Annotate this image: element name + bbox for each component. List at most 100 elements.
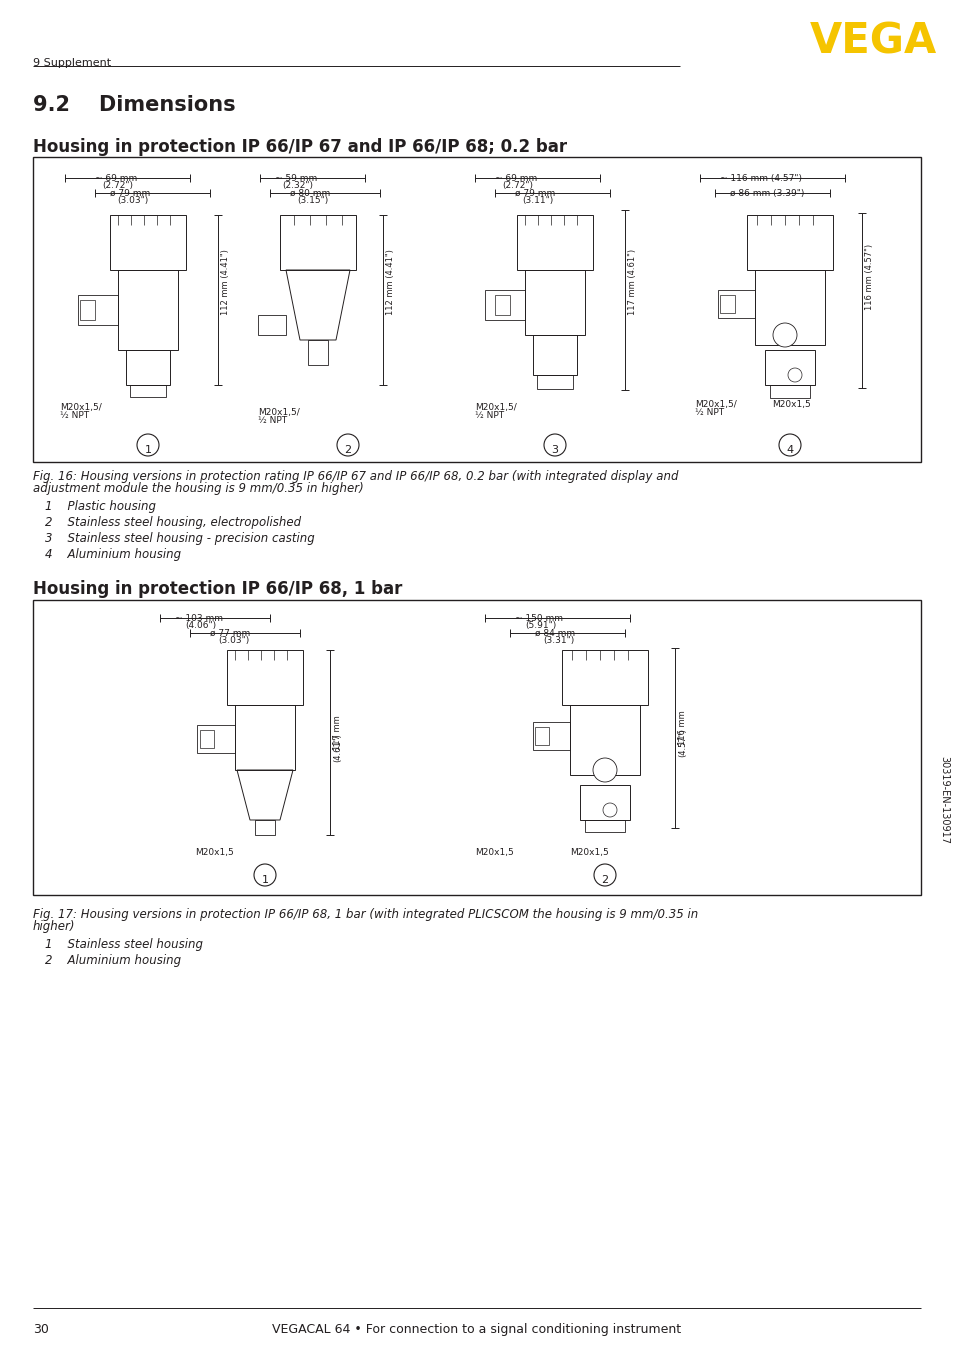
Bar [718,290,754,318]
Text: Fig. 17: Housing versions in protection IP 66/IP 68, 1 bar (with integrated PLIC: Fig. 17: Housing versions in protection … [33,909,698,921]
Bar [579,785,629,821]
Text: (3.11"): (3.11") [521,196,553,204]
Text: 2    Aluminium housing: 2 Aluminium housing [45,955,181,967]
Text: (3.31"): (3.31") [542,636,574,645]
Text: ø 79 mm: ø 79 mm [110,190,150,198]
Text: Fig. 16: Housing versions in protection rating IP 66/IP 67 and IP 66/IP 68, 0.2 : Fig. 16: Housing versions in protection … [33,470,678,483]
Text: ~ 69 mm: ~ 69 mm [495,175,537,183]
Text: 3    Stainless steel housing - precision casting: 3 Stainless steel housing - precision ca… [45,532,314,546]
Text: (4.61"): (4.61") [333,734,341,762]
Text: 2: 2 [600,875,608,886]
Text: 4    Aluminium housing: 4 Aluminium housing [45,548,181,561]
Text: 2    Stainless steel housing, electropolished: 2 Stainless steel housing, electropolish… [45,516,301,529]
Circle shape [137,435,159,456]
Circle shape [779,435,801,456]
Text: ½ NPT: ½ NPT [475,412,503,420]
Bar [533,334,577,375]
Bar [537,375,573,389]
Bar [234,705,294,770]
Circle shape [602,803,617,816]
Text: 112 mm (4.41"): 112 mm (4.41") [386,249,395,315]
Text: Housing in protection IP 66/IP 68, 1 bar: Housing in protection IP 66/IP 68, 1 bar [33,580,402,598]
Bar [764,349,814,385]
Text: 3: 3 [551,445,558,455]
Text: 1: 1 [144,445,152,455]
Text: (3.03"): (3.03") [218,636,249,645]
Text: M20x1,5/: M20x1,5/ [695,399,736,409]
Text: 30319-EN-130917: 30319-EN-130917 [938,756,948,844]
Text: higher): higher) [33,919,75,933]
Bar [584,821,624,831]
Text: M20x1,5: M20x1,5 [194,848,233,857]
Bar [495,295,510,315]
Text: 4: 4 [785,445,793,455]
Text: VEGA: VEGA [809,20,936,62]
Text: ~ 69 mm: ~ 69 mm [95,175,137,183]
Text: 117 mm: 117 mm [333,715,341,750]
Bar [118,269,178,349]
Bar [533,722,569,750]
Bar [33,157,920,462]
Text: VEGACAL 64 • For connection to a signal conditioning instrument: VEGACAL 64 • For connection to a signal … [273,1323,680,1336]
Bar [280,215,355,269]
Bar [720,295,734,313]
Bar [754,269,824,345]
Bar [561,650,647,705]
Bar [227,650,303,705]
Text: ~ 103 mm: ~ 103 mm [174,613,223,623]
Text: M20x1,5: M20x1,5 [475,848,514,857]
Text: ½ NPT: ½ NPT [695,408,723,417]
Text: 112 mm (4.41"): 112 mm (4.41") [221,249,230,315]
Text: ø 79 mm: ø 79 mm [515,190,555,198]
Bar [569,705,639,774]
Text: M20x1,5/: M20x1,5/ [475,403,517,412]
Bar [130,385,166,397]
Bar [524,269,584,334]
Text: ~ 59 mm: ~ 59 mm [274,175,317,183]
Bar [484,290,524,320]
Circle shape [253,864,275,886]
Bar [769,385,809,398]
Bar [308,340,328,366]
Text: 116 mm: 116 mm [678,711,686,745]
Text: 2: 2 [344,445,352,455]
Bar [535,727,548,745]
Bar [196,724,234,753]
Text: (2.72"): (2.72") [501,181,533,190]
Text: 1    Plastic housing: 1 Plastic housing [45,500,156,513]
Text: (2.72"): (2.72") [102,181,132,190]
Text: ø 84 mm: ø 84 mm [535,630,575,638]
Text: M20x1,5/: M20x1,5/ [257,408,299,417]
Text: (4.57"): (4.57") [678,728,686,757]
Bar [126,349,170,385]
Text: ½ NPT: ½ NPT [257,416,287,425]
Bar [80,301,95,320]
Text: Housing in protection IP 66/IP 67 and IP 66/IP 68; 0.2 bar: Housing in protection IP 66/IP 67 and IP… [33,138,566,156]
Bar [257,315,286,334]
Circle shape [594,864,616,886]
Text: ø 77 mm: ø 77 mm [210,630,250,638]
Bar [254,821,274,835]
Text: 30: 30 [33,1323,49,1336]
Text: (3.03"): (3.03") [117,196,148,204]
Text: 9 Supplement: 9 Supplement [33,58,111,68]
Text: (3.15"): (3.15") [296,196,328,204]
Text: adjustment module the housing is 9 mm/0.35 in higher): adjustment module the housing is 9 mm/0.… [33,482,363,496]
Bar [33,600,920,895]
Text: 9.2    Dimensions: 9.2 Dimensions [33,95,235,115]
Text: 1    Stainless steel housing: 1 Stainless steel housing [45,938,203,951]
Text: M20x1,5: M20x1,5 [771,399,810,409]
Circle shape [336,435,358,456]
Text: ø 86 mm (3.39"): ø 86 mm (3.39") [729,190,803,198]
Text: ~ 150 mm: ~ 150 mm [515,613,562,623]
Text: (4.06"): (4.06") [185,621,216,630]
Bar [110,215,186,269]
Circle shape [772,324,796,347]
Text: ø 80 mm: ø 80 mm [290,190,330,198]
Bar [78,295,118,325]
Text: ½ NPT: ½ NPT [60,412,89,420]
Text: 117 mm (4.61"): 117 mm (4.61") [627,249,637,315]
Circle shape [787,368,801,382]
Bar [517,215,593,269]
Text: (2.32"): (2.32") [282,181,313,190]
